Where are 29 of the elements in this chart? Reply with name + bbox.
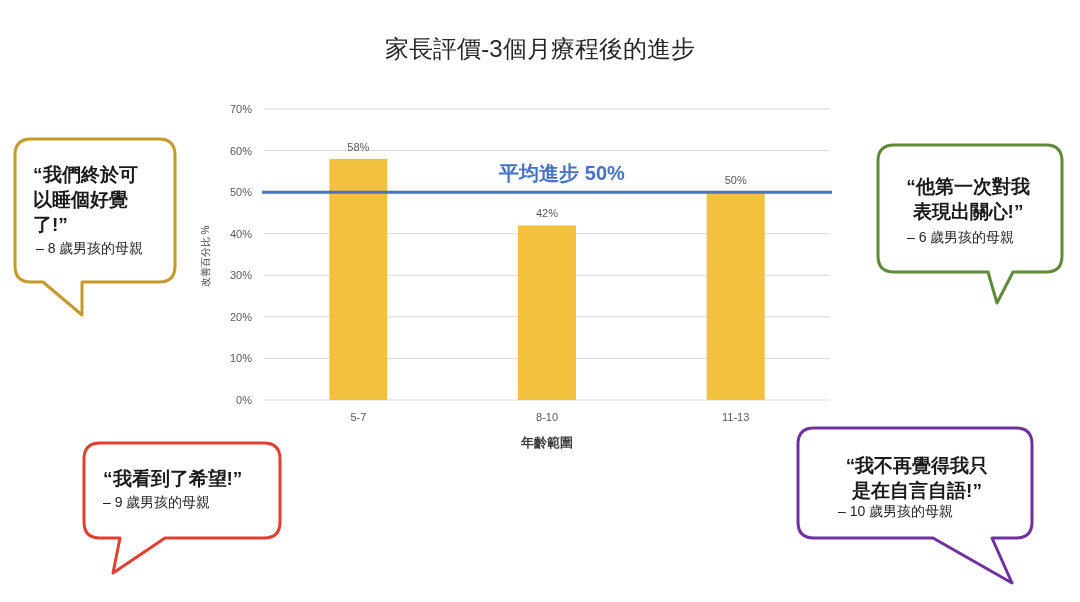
y-tick-label: 10% [229,352,253,365]
text: “我看到了希望!” [103,468,243,489]
bar [706,192,765,400]
y-tick-label: 70% [229,103,253,115]
ref-line-label: 平均進步 50% [498,162,626,185]
y-tick-label: 40% [229,227,253,240]
data-label: 42% [535,207,559,220]
bar [518,225,576,400]
x-axis-title: 年齡範圍 [520,435,573,450]
text: – 9 歲男孩的母親 [103,494,211,510]
x-tick-label: 5-7 [350,411,367,423]
y-axis-title: 改善百分比 % [200,225,211,288]
data-label: 58% [347,140,370,153]
x-tick-label: 11-13 [722,411,750,423]
text: – 10 歲男孩的母親 [838,503,954,519]
text: “他第一次對我表現出關心!” [906,176,1030,222]
text: “我不再覺得我只是在自言自語!” [845,455,989,501]
y-tick-label: 20% [229,310,253,323]
chart-title: 家長評價-3個月療程後的進步 [385,35,695,62]
y-tick-label: 30% [229,269,253,282]
y-tick-label: 50% [229,186,253,199]
y-tick-label: 60% [229,144,253,157]
data-label: 50% [724,174,747,187]
x-tick-label: 8-10 [535,411,559,423]
y-tick-label: 0% [236,394,253,406]
text: – 8 歲男孩的母親 [36,240,144,256]
text: “我們終於可以睡個好覺了!” [33,164,138,235]
text: – 6 歲男孩的母親 [907,229,1015,245]
bar [329,158,388,400]
